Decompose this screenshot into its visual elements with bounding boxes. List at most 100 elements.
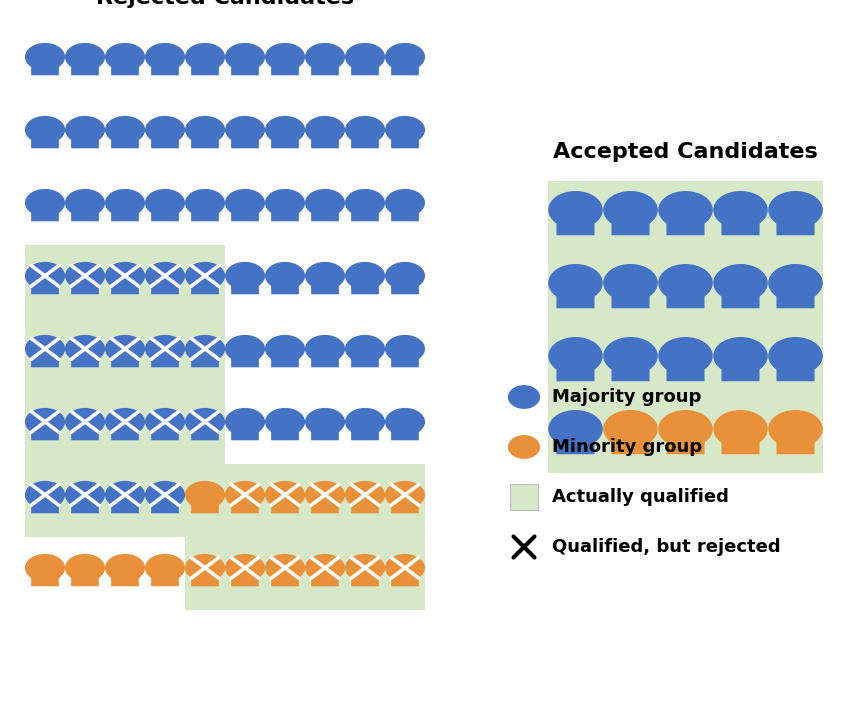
- Ellipse shape: [26, 409, 64, 435]
- Ellipse shape: [549, 264, 602, 301]
- Ellipse shape: [226, 44, 265, 70]
- Ellipse shape: [66, 554, 104, 581]
- Ellipse shape: [549, 411, 602, 447]
- Ellipse shape: [226, 336, 265, 362]
- FancyBboxPatch shape: [31, 132, 59, 148]
- FancyBboxPatch shape: [191, 571, 219, 586]
- Ellipse shape: [386, 262, 425, 289]
- FancyBboxPatch shape: [231, 132, 259, 148]
- Ellipse shape: [386, 117, 425, 143]
- FancyBboxPatch shape: [191, 59, 219, 76]
- Ellipse shape: [226, 554, 265, 581]
- Ellipse shape: [306, 44, 344, 70]
- FancyBboxPatch shape: [191, 206, 219, 221]
- FancyBboxPatch shape: [111, 132, 139, 148]
- FancyBboxPatch shape: [722, 286, 759, 308]
- FancyBboxPatch shape: [71, 279, 98, 294]
- Ellipse shape: [186, 189, 224, 216]
- Ellipse shape: [186, 481, 224, 508]
- Ellipse shape: [346, 554, 384, 581]
- Ellipse shape: [346, 262, 384, 289]
- FancyBboxPatch shape: [611, 433, 650, 455]
- Ellipse shape: [265, 481, 305, 508]
- Ellipse shape: [105, 44, 145, 70]
- Ellipse shape: [306, 117, 344, 143]
- FancyBboxPatch shape: [611, 286, 650, 308]
- FancyBboxPatch shape: [776, 286, 815, 308]
- FancyBboxPatch shape: [152, 279, 179, 294]
- FancyBboxPatch shape: [145, 390, 185, 464]
- FancyBboxPatch shape: [722, 433, 759, 455]
- Ellipse shape: [105, 336, 145, 362]
- Ellipse shape: [346, 409, 384, 435]
- Ellipse shape: [26, 481, 64, 508]
- FancyBboxPatch shape: [311, 351, 339, 368]
- Ellipse shape: [769, 192, 822, 228]
- Ellipse shape: [604, 192, 657, 228]
- Ellipse shape: [346, 481, 384, 508]
- Ellipse shape: [346, 336, 384, 362]
- FancyBboxPatch shape: [385, 464, 425, 537]
- FancyBboxPatch shape: [145, 317, 185, 390]
- Ellipse shape: [549, 192, 602, 228]
- FancyBboxPatch shape: [31, 571, 59, 586]
- FancyBboxPatch shape: [351, 59, 379, 76]
- Ellipse shape: [66, 117, 104, 143]
- FancyBboxPatch shape: [271, 571, 299, 586]
- FancyBboxPatch shape: [510, 484, 538, 510]
- FancyBboxPatch shape: [152, 498, 179, 513]
- FancyBboxPatch shape: [391, 132, 419, 148]
- Ellipse shape: [604, 411, 657, 447]
- Ellipse shape: [265, 117, 305, 143]
- FancyBboxPatch shape: [667, 433, 704, 455]
- FancyBboxPatch shape: [667, 360, 704, 381]
- Ellipse shape: [66, 44, 104, 70]
- Ellipse shape: [265, 262, 305, 289]
- FancyBboxPatch shape: [105, 464, 145, 537]
- FancyBboxPatch shape: [185, 245, 225, 317]
- Ellipse shape: [659, 338, 712, 374]
- Ellipse shape: [714, 192, 767, 228]
- FancyBboxPatch shape: [31, 59, 59, 76]
- Ellipse shape: [714, 411, 767, 447]
- FancyBboxPatch shape: [271, 206, 299, 221]
- FancyBboxPatch shape: [311, 425, 339, 440]
- FancyBboxPatch shape: [231, 206, 259, 221]
- FancyBboxPatch shape: [305, 464, 345, 537]
- FancyBboxPatch shape: [152, 132, 179, 148]
- Ellipse shape: [226, 117, 265, 143]
- Ellipse shape: [769, 264, 822, 301]
- FancyBboxPatch shape: [231, 425, 259, 440]
- Ellipse shape: [306, 554, 344, 581]
- FancyBboxPatch shape: [556, 360, 595, 381]
- FancyBboxPatch shape: [71, 571, 98, 586]
- Ellipse shape: [508, 386, 539, 408]
- FancyBboxPatch shape: [611, 214, 650, 235]
- Ellipse shape: [146, 409, 184, 435]
- FancyBboxPatch shape: [185, 390, 225, 464]
- Ellipse shape: [306, 262, 344, 289]
- Ellipse shape: [714, 264, 767, 301]
- FancyBboxPatch shape: [152, 571, 179, 586]
- FancyBboxPatch shape: [667, 214, 704, 235]
- Ellipse shape: [346, 189, 384, 216]
- Ellipse shape: [66, 336, 104, 362]
- Ellipse shape: [186, 262, 224, 289]
- FancyBboxPatch shape: [776, 214, 815, 235]
- Ellipse shape: [226, 409, 265, 435]
- FancyBboxPatch shape: [111, 571, 139, 586]
- FancyBboxPatch shape: [71, 59, 98, 76]
- FancyBboxPatch shape: [31, 279, 59, 294]
- FancyBboxPatch shape: [351, 132, 379, 148]
- FancyBboxPatch shape: [65, 317, 105, 390]
- Text: Rejected Candidates: Rejected Candidates: [96, 0, 354, 8]
- Ellipse shape: [146, 481, 184, 508]
- Ellipse shape: [105, 189, 145, 216]
- Ellipse shape: [306, 189, 344, 216]
- FancyBboxPatch shape: [231, 498, 259, 513]
- Ellipse shape: [265, 189, 305, 216]
- Text: Qualified, but rejected: Qualified, but rejected: [552, 538, 781, 556]
- FancyBboxPatch shape: [31, 425, 59, 440]
- Ellipse shape: [386, 481, 425, 508]
- Ellipse shape: [146, 336, 184, 362]
